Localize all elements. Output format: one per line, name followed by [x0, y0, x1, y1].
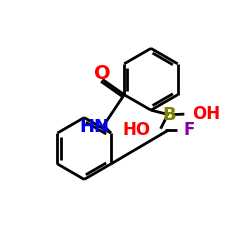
Text: HN: HN	[79, 118, 109, 136]
Text: HO: HO	[122, 121, 151, 139]
Text: B: B	[162, 106, 175, 124]
Text: F: F	[183, 121, 195, 139]
Text: OH: OH	[192, 105, 220, 123]
Text: O: O	[94, 64, 110, 84]
